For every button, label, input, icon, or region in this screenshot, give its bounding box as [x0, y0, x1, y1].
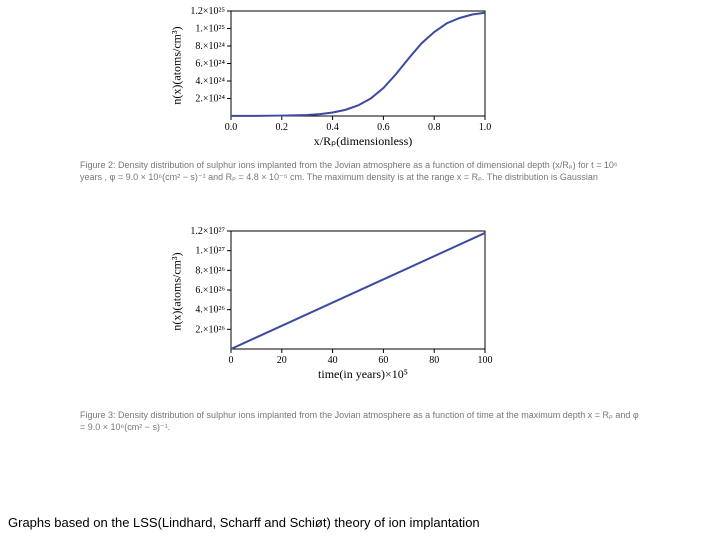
- svg-text:1.2×10²⁷: 1.2×10²⁷: [190, 226, 225, 237]
- svg-text:1.×10²⁷: 1.×10²⁷: [195, 246, 225, 257]
- chart-1-ylabel: n(x)(atoms/cm³): [170, 15, 185, 115]
- svg-text:6.×10²⁴: 6.×10²⁴: [195, 59, 225, 70]
- svg-text:1.0: 1.0: [479, 122, 492, 133]
- svg-text:0.6: 0.6: [377, 122, 390, 133]
- chart-1-svg: 0.0 0.2 0.4 0.6 0.8 1.0 2.×10²⁴ 4.×10²⁴ 6.×10²⁴ 8…: [175, 5, 495, 140]
- svg-text:100: 100: [478, 355, 493, 366]
- svg-text:8.×10²⁴: 8.×10²⁴: [195, 41, 225, 52]
- chart-2-xlabel: time(in years)×10⁵: [298, 367, 428, 382]
- svg-text:0: 0: [229, 355, 234, 366]
- svg-text:20: 20: [277, 355, 287, 366]
- footer-text: Graphs based on the LSS(Lindhard, Scharf…: [8, 515, 480, 530]
- svg-text:8.×10²⁶: 8.×10²⁶: [195, 265, 225, 276]
- svg-text:4.×10²⁴: 4.×10²⁴: [195, 76, 225, 87]
- chart-1-container: 0.0 0.2 0.4 0.6 0.8 1.0 2.×10²⁴ 4.×10²⁴ 6.×10²⁴ 8…: [175, 5, 495, 140]
- svg-text:6.×10²⁶: 6.×10²⁶: [195, 285, 225, 296]
- chart-2-ylabel: n(x)(atoms/cm³): [170, 242, 185, 342]
- svg-text:40: 40: [328, 355, 338, 366]
- chart-1-xlabel: x/Rₚ(dimensionless): [298, 134, 428, 149]
- svg-text:2.×10²⁶: 2.×10²⁶: [195, 324, 225, 335]
- svg-text:4.×10²⁶: 4.×10²⁶: [195, 305, 225, 316]
- caption-1: Figure 2: Density distribution of sulphu…: [80, 160, 640, 183]
- chart-2-svg: 0 20 40 60 80 100 2.×10²⁶ 4.×10²⁶ 6.×10²⁶ 8.×10²⁶…: [175, 225, 495, 375]
- svg-text:0.2: 0.2: [276, 122, 289, 133]
- svg-text:2.×10²⁴: 2.×10²⁴: [195, 94, 225, 105]
- svg-text:0.8: 0.8: [428, 122, 441, 133]
- caption-2: Figure 3: Density distribution of sulphu…: [80, 410, 640, 433]
- svg-text:0.0: 0.0: [225, 122, 238, 133]
- svg-text:1.×10²⁵: 1.×10²⁵: [195, 24, 225, 35]
- svg-text:0.4: 0.4: [326, 122, 339, 133]
- chart-2-container: 0 20 40 60 80 100 2.×10²⁶ 4.×10²⁶ 6.×10²⁶ 8.×10²⁶…: [175, 225, 495, 375]
- svg-text:1.2×10²⁵: 1.2×10²⁵: [190, 6, 225, 17]
- svg-text:80: 80: [429, 355, 439, 366]
- svg-text:60: 60: [378, 355, 388, 366]
